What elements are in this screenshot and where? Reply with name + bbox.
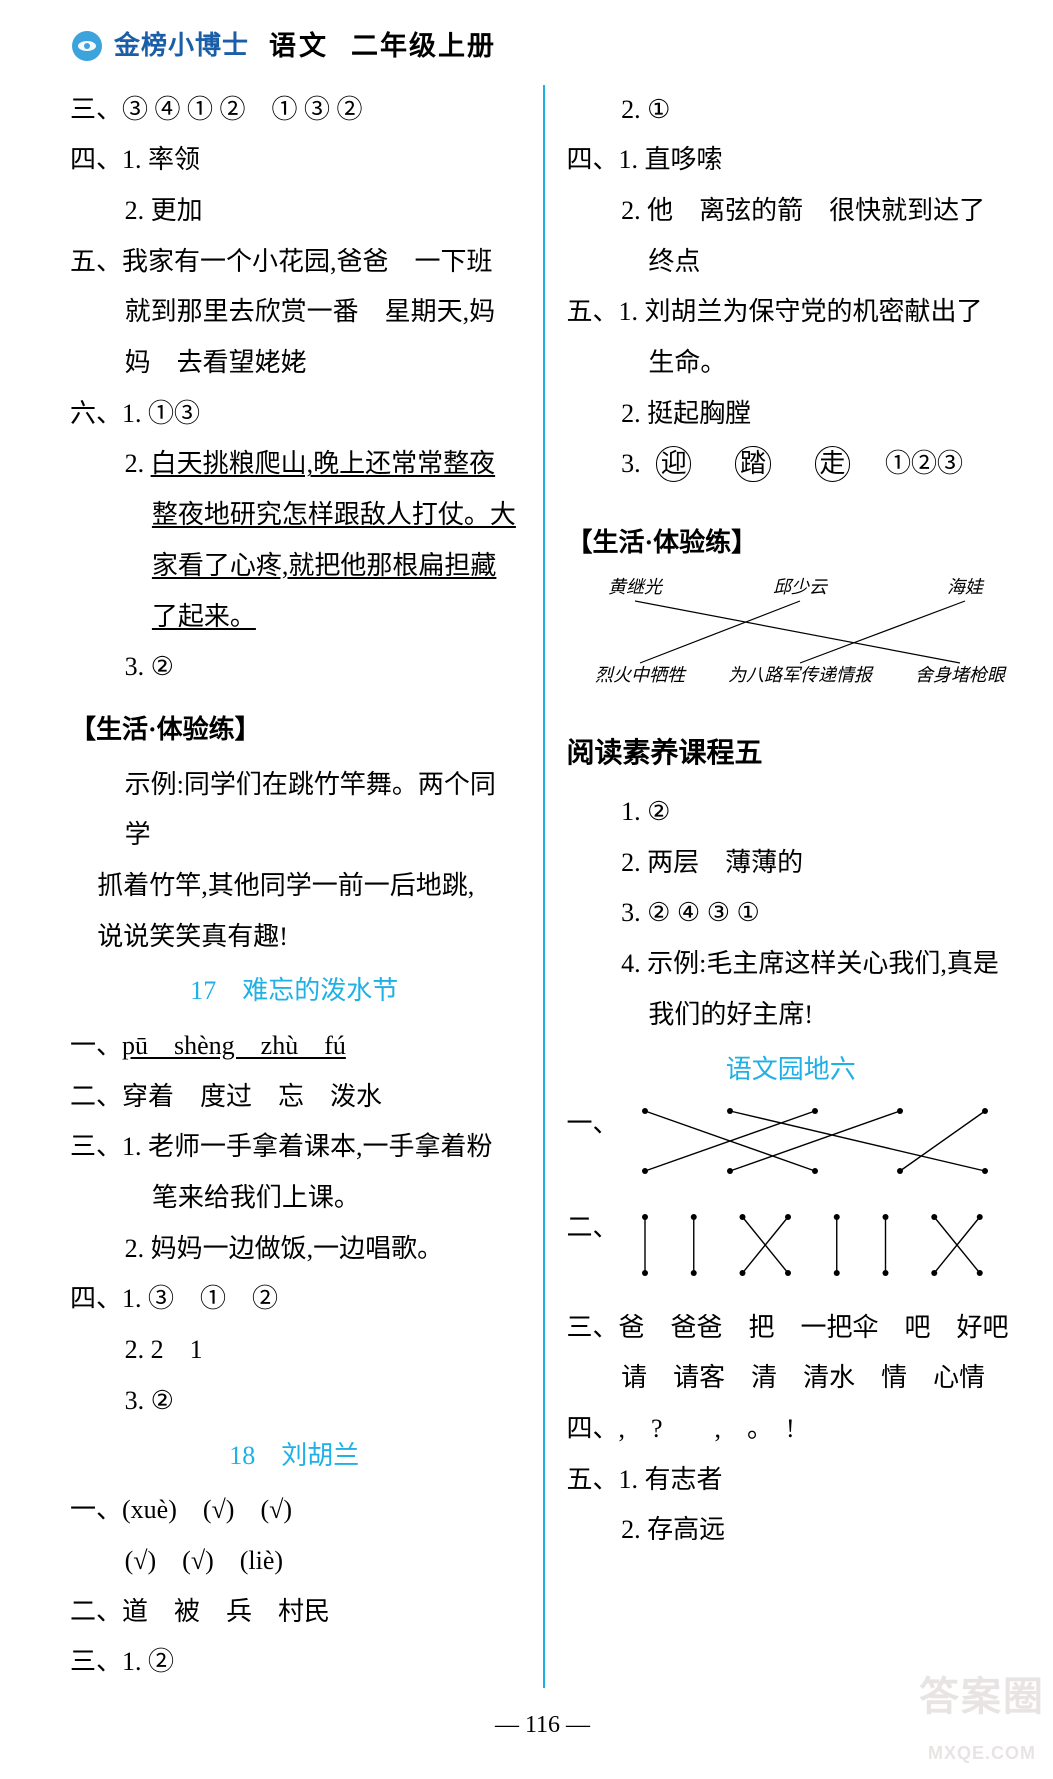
underline-text: 整夜地研究怎样跟敌人打仗。大 xyxy=(152,500,516,529)
text-line: 三、1. 老师一手拿着课本,一手拿着粉 xyxy=(70,1122,519,1173)
text-line: 4. 示例:毛主席这样关心我们,真是 xyxy=(567,939,1016,990)
text-line: 家看了心疼,就把他那根扁担藏 xyxy=(70,541,519,592)
text-line: 妈 去看望姥姥 xyxy=(70,338,519,389)
text-line: 二、穿着 度过 忘 泼水 xyxy=(70,1072,519,1123)
cross-diagram xyxy=(625,1101,1005,1199)
text-line: 2. 2 1 xyxy=(70,1325,519,1376)
text-line: 就到那里去欣赏一番 星期天,妈 xyxy=(70,287,519,338)
text-line: 2. ① xyxy=(567,85,1016,136)
text: 2. xyxy=(125,449,151,478)
lesson-heading: 语文园地六 xyxy=(567,1045,1016,1096)
label: 一、 xyxy=(567,1099,619,1150)
text-line: 生命。 xyxy=(567,338,1016,389)
text-line: 示例:同学们在跳竹竿舞。两个同学 xyxy=(70,760,519,861)
text-line: 终点 xyxy=(567,237,1016,288)
left-column: 三、③ ④ ① ② ① ③ ② 四、1. 率领 2. 更加 五、我家有一个小花园… xyxy=(70,85,543,1688)
right-column: 2. ① 四、1. 直哆嗦 2. 他 离弦的箭 很快就到达了 终点 五、1. 刘… xyxy=(543,85,1016,1688)
column-divider xyxy=(543,85,545,1688)
text-line: 2. 存高远 xyxy=(567,1505,1016,1556)
text-line: 了起来。 xyxy=(70,592,519,643)
page-number-value: 116 xyxy=(525,1712,560,1738)
svg-text:海娃: 海娃 xyxy=(947,577,985,597)
text-line: 请 请客 清 清水 情 心情 xyxy=(567,1353,1016,1404)
text-line: 三、1. ② xyxy=(70,1637,519,1688)
subject-title: 语文 xyxy=(269,20,329,73)
text-line: 3. ② xyxy=(70,1376,519,1427)
text-line: 说说笑笑真有趣! xyxy=(70,912,519,963)
dots-diagram xyxy=(625,1205,1045,1303)
series-title: 金榜小博士 xyxy=(114,21,249,72)
text-line: 五、我家有一个小花园,爸爸 一下班 xyxy=(70,237,519,288)
text-line: 三、③ ④ ① ② ① ③ ② xyxy=(70,85,519,136)
text-line: 六、1. ①③ xyxy=(70,389,519,440)
underline-text: 家看了心疼,就把他那根扁担藏 xyxy=(152,551,497,580)
text-line: 一、pū shèng zhù fú xyxy=(70,1021,519,1072)
text-line: (√) (√) (liè) xyxy=(70,1536,519,1587)
svg-text:邱少云: 邱少云 xyxy=(773,577,829,597)
text-line: 整夜地研究怎样跟敌人打仗。大 xyxy=(70,490,519,541)
underline-text: 了起来。 xyxy=(152,602,256,631)
text-line: 2. 白天挑粮爬山,晚上还常常整夜 xyxy=(70,439,519,490)
text-line: 四、1. ③ ① ② xyxy=(70,1274,519,1325)
text-line: 2. 挺起胸膛 xyxy=(567,389,1016,440)
page-header: 金榜小博士 语文 二年级上册 xyxy=(70,20,1015,73)
reading-heading: 阅读素养课程五 xyxy=(567,727,1016,782)
section-heading: 【生活·体验练】 xyxy=(567,518,1016,569)
text-line: 我们的好主席! xyxy=(567,990,1016,1041)
lesson-heading: 17 难忘的泼水节 xyxy=(70,966,519,1017)
text-line: 2. 两层 薄薄的 xyxy=(567,838,1016,889)
text-line: 五、1. 刘胡兰为保守党的机密献出了 xyxy=(567,287,1016,338)
text-line: 二、道 被 兵 村民 xyxy=(70,1587,519,1638)
matching-diagram: 黄继光 邱少云 海娃烈火中牺牲 为八路军传递情报 舍身堵枪眼 xyxy=(585,575,1016,713)
svg-text:为八路军传递情报: 为八路军传递情报 xyxy=(728,665,874,685)
svg-text:舍身堵枪眼: 舍身堵枪眼 xyxy=(915,665,1007,685)
text-line: 2. 更加 xyxy=(70,186,519,237)
svg-text:烈火中牺牲: 烈火中牺牲 xyxy=(595,665,687,685)
text-line: 3. ② ④ ③ ① xyxy=(567,888,1016,939)
text-line: 一、(xuè) (√) (√) xyxy=(70,1485,519,1536)
label: 二、 xyxy=(567,1203,619,1254)
text-line: 四、1. 率领 xyxy=(70,135,519,186)
text-line: 抓着竹竿,其他同学一前一后地跳, xyxy=(70,861,519,912)
text-line: 一、 xyxy=(567,1099,1016,1199)
logo-icon xyxy=(70,29,104,63)
section-heading: 【生活·体验练】 xyxy=(70,705,519,756)
text-line: 二、 xyxy=(567,1203,1016,1303)
text-line: 三、爸 爸爸 把 一把伞 吧 好吧 xyxy=(567,1303,1016,1354)
svg-text:黄继光: 黄继光 xyxy=(608,577,664,597)
text-line: 2. 他 离弦的箭 很快就到达了 xyxy=(567,186,1016,237)
lesson-heading: 18 刘胡兰 xyxy=(70,1431,519,1482)
text: 一、 xyxy=(70,1031,122,1060)
text-line: 3. ② xyxy=(70,642,519,693)
underline-text: 白天挑粮爬山,晚上还常常整夜 xyxy=(151,449,496,478)
underline-text: pū shèng zhù fú xyxy=(122,1031,346,1060)
text-line: 2. 妈妈一边做饭,一边唱歌。 xyxy=(70,1224,519,1275)
text-line: 1. ② xyxy=(567,787,1016,838)
text-line: 五、1. 有志者 xyxy=(567,1455,1016,1506)
grade-title: 二年级上册 xyxy=(351,20,496,73)
text-line: 3. 迎 踏 走 ①②③ xyxy=(567,439,1016,490)
text-line: 笔来给我们上课。 xyxy=(70,1173,519,1224)
page-number: — 116 — xyxy=(70,1702,1015,1749)
text-line: 四、, ? , 。 ! xyxy=(567,1404,1016,1455)
text-line: 四、1. 直哆嗦 xyxy=(567,135,1016,186)
